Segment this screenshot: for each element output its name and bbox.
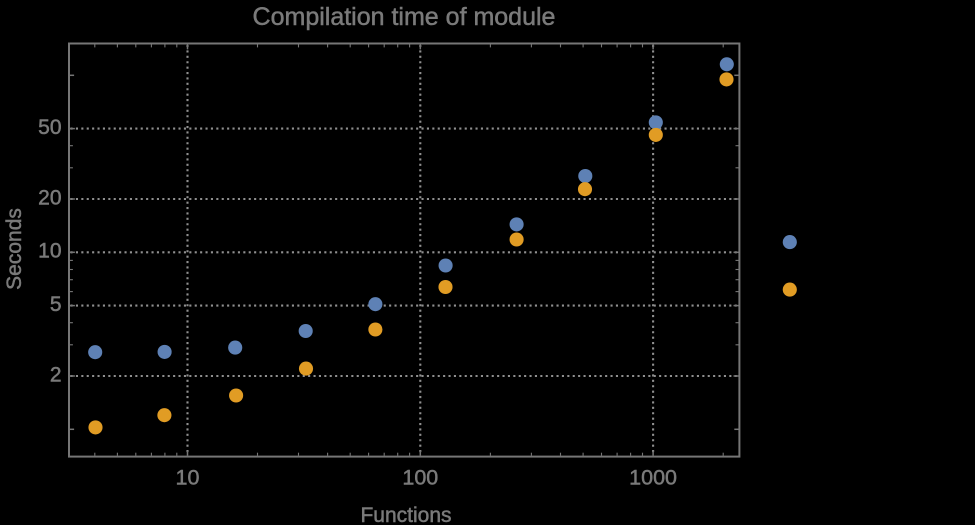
svg-text:20: 20 xyxy=(38,186,61,209)
svg-text:1000: 1000 xyxy=(629,466,677,490)
svg-text:Functions: Functions xyxy=(360,504,451,525)
svg-text:10: 10 xyxy=(38,240,61,263)
svg-text:Seconds: Seconds xyxy=(3,208,26,290)
svg-text:100: 100 xyxy=(402,466,438,490)
svg-text:50: 50 xyxy=(38,116,61,139)
svg-text:5: 5 xyxy=(50,293,62,316)
svg-text:Compilation time of module: Compilation time of module xyxy=(253,3,556,31)
svg-text:10: 10 xyxy=(176,466,200,490)
svg-text:2: 2 xyxy=(50,363,62,386)
